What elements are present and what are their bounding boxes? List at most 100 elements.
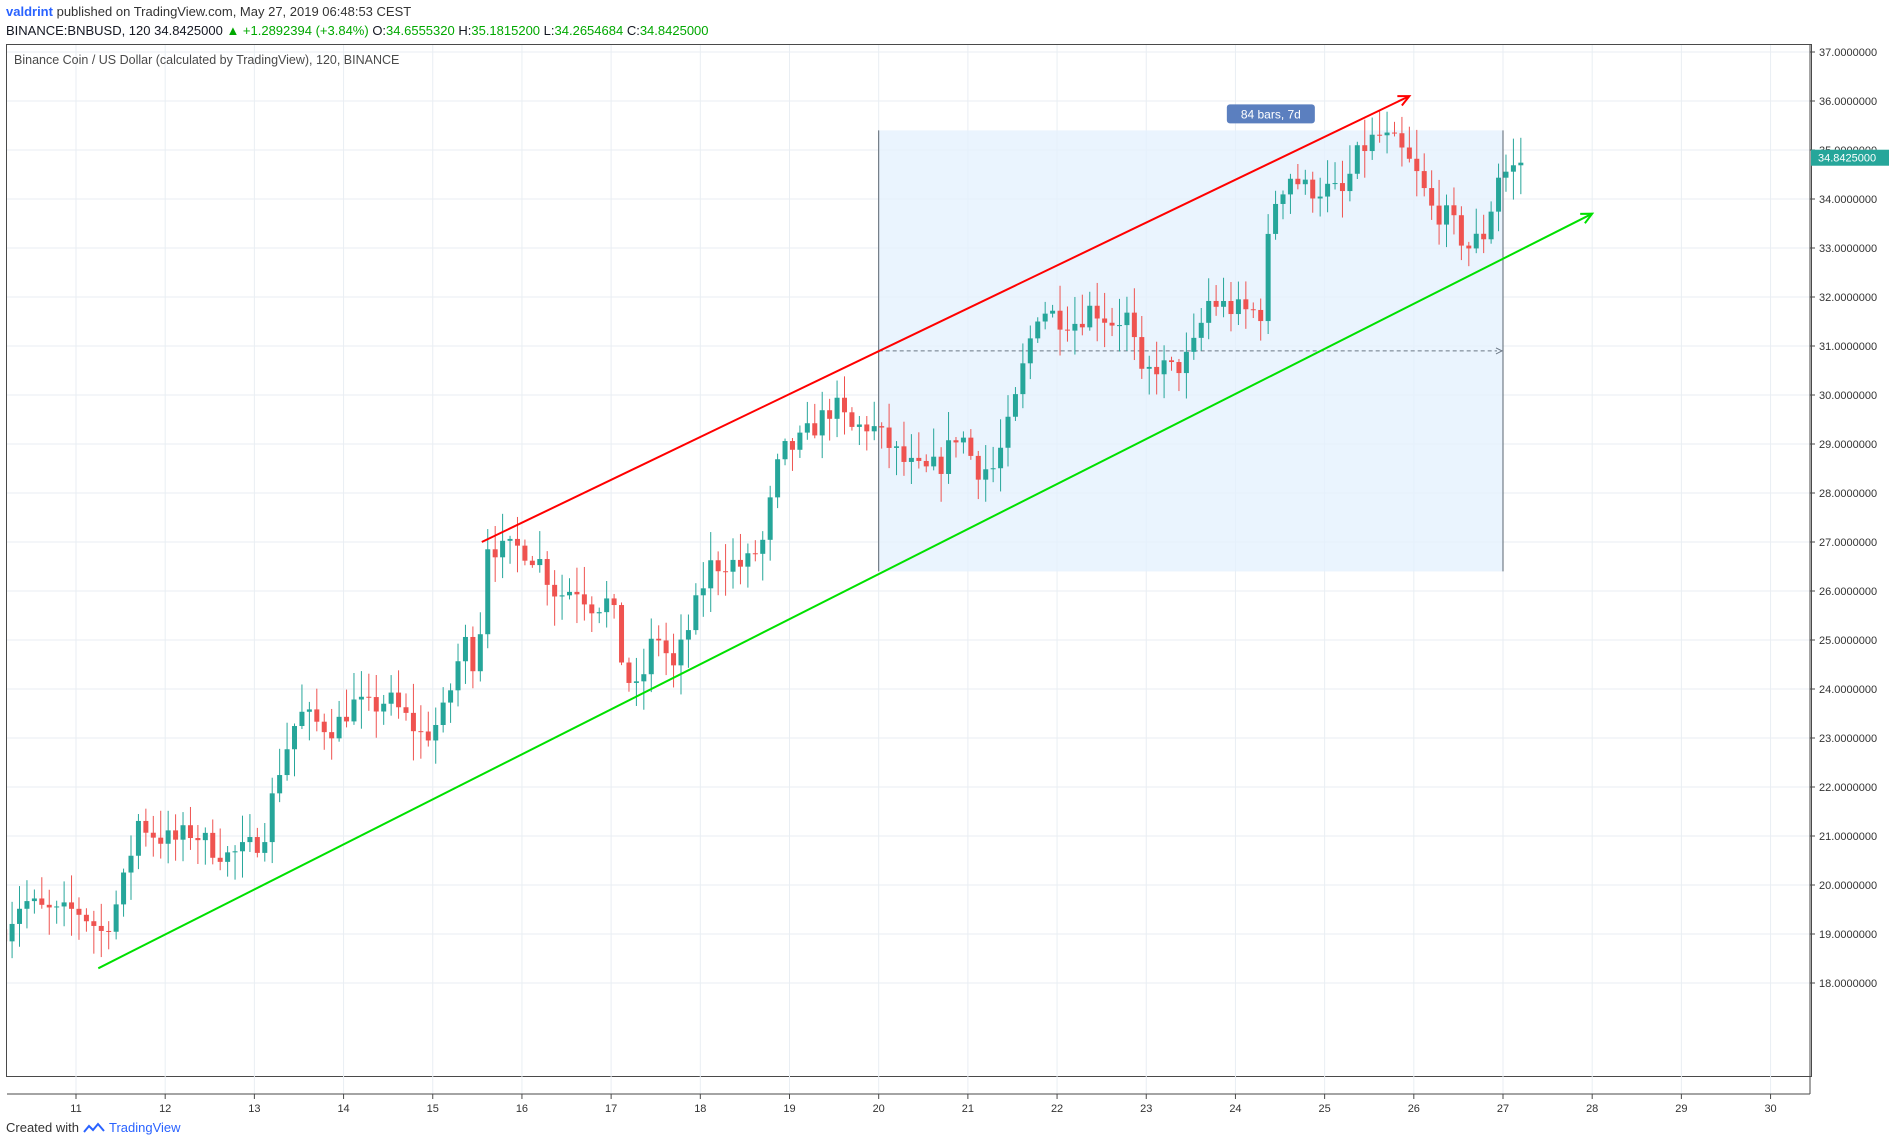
price-change: ▲ +1.2892394 (+3.84%) [226,23,369,38]
candle-up [1146,366,1152,369]
candle-up [388,692,394,704]
candle-down [396,692,402,708]
candle-down [1176,362,1182,374]
candle-down [975,455,981,480]
x-tick-label: 24 [1229,1103,1241,1115]
candle-up [121,872,127,905]
candle-up [1116,325,1122,327]
candle-down [344,716,350,722]
candle-down [1414,158,1420,172]
candle-up [819,410,825,436]
candle-down [1391,132,1397,134]
candle-up [455,661,461,691]
candle-up [1027,338,1033,364]
candle-down [812,423,818,436]
candle-down [1377,134,1383,136]
candle-up [856,424,862,427]
candle-down [410,712,416,732]
candle-up [1265,233,1271,322]
candle-up [767,497,773,540]
candle-up [1496,177,1502,212]
candle-up [1035,321,1041,339]
candle-up [1206,300,1212,323]
candle-up [1473,233,1479,249]
lower-trend-line-arrowhead [1580,212,1595,224]
candle-down [544,559,550,585]
y-tick-label: 36.0000000 [1819,96,1877,108]
x-tick-label: 19 [783,1103,795,1115]
x-tick-label: 17 [605,1103,617,1115]
candle-down [403,707,409,713]
x-tick-label: 29 [1675,1103,1687,1115]
x-tick-label: 15 [427,1103,439,1115]
candle-down [827,410,833,419]
close-value: 34.8425000 [639,23,709,38]
y-tick-label: 20.0000000 [1819,880,1877,892]
candle-up [507,538,513,541]
candle-up [113,904,119,932]
candle-up [500,540,506,558]
x-tick-label: 13 [248,1103,260,1115]
candle-down [552,584,558,597]
x-tick-label: 28 [1586,1103,1598,1115]
candle-up [24,901,30,909]
x-tick-label: 27 [1497,1103,1509,1115]
candle-up [1325,183,1331,197]
y-tick-label: 19.0000000 [1819,929,1877,941]
candle-up [165,830,171,844]
candle-down [1295,178,1301,185]
chart-title: Binance Coin / US Dollar (calculated by … [14,53,400,67]
y-tick-label: 37.0000000 [1819,47,1877,59]
candle-down [663,640,669,654]
candle-up [983,469,989,480]
candle-up [685,630,691,640]
candle-down [1243,299,1249,310]
candle-down [916,457,922,461]
candle-up [946,440,952,474]
candle-down [217,857,223,862]
candle-down [886,427,892,448]
candle-up [1161,360,1167,375]
candle-up [180,825,186,840]
candle-up [559,595,565,597]
candle-up [700,588,706,596]
candle-down [611,598,617,606]
candle-down [514,538,520,546]
y-tick-label: 31.0000000 [1819,341,1877,353]
lower-trend-line [97,212,1593,970]
candle-down [1258,309,1264,322]
candle-up [834,397,840,419]
candle-up [1302,179,1308,185]
x-tick-label: 23 [1140,1103,1152,1115]
tradingview-brand[interactable]: TradingView [108,1120,181,1135]
candle-down [953,440,959,443]
candle-up [745,553,751,567]
candle-up [358,696,364,700]
candle-up [292,726,298,750]
candle-down [366,696,372,698]
candle-up [1354,145,1360,174]
candle-down [158,837,164,844]
candle-down [589,604,595,614]
tradingview-logo-icon [83,1121,105,1133]
x-tick-label: 16 [516,1103,528,1115]
candle-up [1221,301,1227,307]
y-tick-label: 32.0000000 [1819,292,1877,304]
candle-up [9,923,15,942]
candle-down [626,662,632,683]
candle-up [537,559,543,566]
candle-up [782,441,788,460]
candle-up [1444,205,1450,225]
close-label: C: [626,23,640,38]
candle-down [1064,329,1070,331]
y-tick-label: 27.0000000 [1819,537,1877,549]
candle-down [619,605,625,663]
candle-down [1057,310,1063,330]
symbol-label: BINANCE:BNBUSD, 120 [6,23,151,38]
candle-up [596,612,602,614]
author-name[interactable]: valdrint [6,4,53,19]
candle-down [254,837,260,853]
y-tick-label: 23.0000000 [1819,733,1877,745]
candle-down [715,560,721,572]
